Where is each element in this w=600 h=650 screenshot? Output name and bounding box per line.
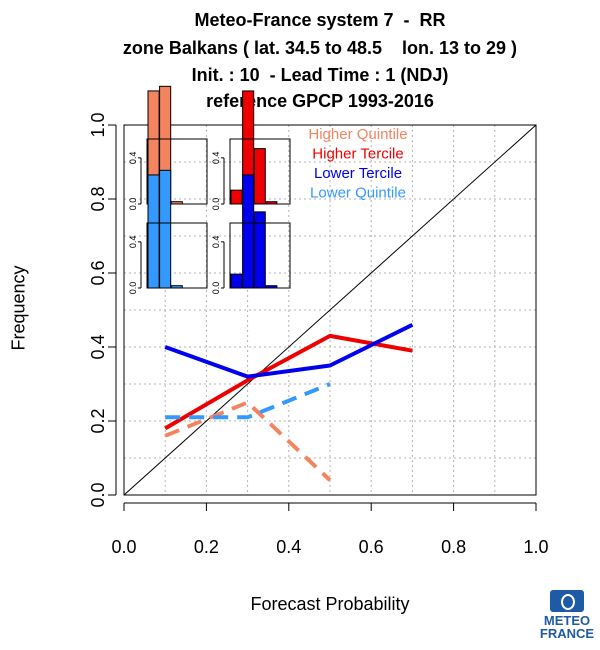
legend-entry: Higher Tercile [312, 146, 403, 163]
histogram-y-tick-label: 0.0 [128, 282, 138, 295]
meteo-france-logo-icon [550, 590, 584, 612]
legend-entry: Lower Quintile [310, 185, 406, 202]
x-tick-label: 0.8 [441, 537, 466, 557]
y-tick-label: 0.0 [88, 482, 108, 507]
x-tick-label: 1.0 [523, 537, 548, 557]
histogram-frame [229, 222, 291, 289]
histogram-bar [242, 174, 255, 289]
histogram-y-tick-label: 0.0 [211, 198, 221, 211]
series-line-higher-quintile [164, 400, 332, 482]
y-tick-label: 0.8 [88, 186, 108, 211]
histogram-y-tick-label: 0.4 [211, 152, 221, 165]
histogram-bar [147, 174, 160, 289]
y-tick-label: 1.0 [88, 112, 108, 137]
histogram-y-tick-label: 0.0 [211, 282, 221, 295]
chart-title-line-3: Init. : 10 - Lead Time : 1 (NDJ) [191, 65, 449, 85]
chart-title-line-2: zone Balkans ( lat. 34.5 to 48.5 lon. 13… [122, 38, 518, 58]
y-tick-label: 0.6 [88, 260, 108, 285]
x-tick-label: 0.6 [359, 537, 384, 557]
histogram-bar [230, 273, 243, 289]
series-line-lower-quintile [165, 382, 331, 420]
histogram-y-tick-label: 0.4 [128, 152, 138, 165]
x-tick-label: 0.0 [111, 537, 136, 557]
logo-line-2: FRANCE [539, 626, 595, 641]
histogram-frame [146, 138, 208, 205]
logo-line-1: METEO [543, 613, 591, 628]
meteo-france-logo: METEO FRANCE [537, 590, 597, 640]
legend-entry: Lower Tercile [314, 165, 402, 182]
y-tick-label: 0.2 [88, 408, 108, 433]
y-axis-label: Frequency [8, 265, 29, 351]
x-axis-label: Forecast Probability [250, 594, 410, 614]
perfect-reliability-diagonal [123, 124, 537, 496]
histogram-frame [229, 138, 291, 205]
histogram-bar [253, 148, 266, 205]
histogram-y-tick-label: 0.4 [128, 236, 138, 249]
y-tick-label: 0.4 [88, 334, 108, 359]
series-line-higher-tercile [164, 333, 413, 431]
histogram-bar [230, 189, 243, 205]
histogram-bar [159, 169, 172, 289]
plot-frame [123, 124, 537, 496]
chart-title-line-1: Meteo-France system 7 - RR [194, 10, 446, 30]
legend-entry: Higher Quintile [308, 126, 407, 143]
histogram-frame [146, 222, 208, 289]
histogram-y-tick-label: 0.4 [211, 236, 221, 249]
x-tick-label: 0.4 [276, 537, 301, 557]
histogram-y-tick-label: 0.0 [128, 198, 138, 211]
x-tick-label: 0.2 [194, 537, 219, 557]
series-line-lower-tercile [164, 323, 414, 379]
